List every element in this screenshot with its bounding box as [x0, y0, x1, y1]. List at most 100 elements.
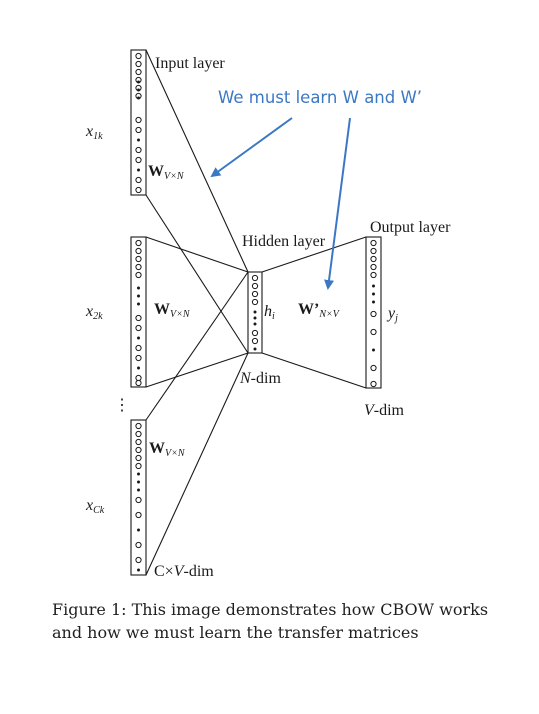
- neuron-node: [370, 310, 377, 318]
- neuron-node: [135, 344, 142, 352]
- neuron-node: [135, 52, 142, 60]
- weight-label-2: WV×N: [154, 301, 191, 320]
- cv-dim-label: C×V-dim: [154, 563, 214, 580]
- input1-to-hidden-bottom: [145, 194, 249, 354]
- neuron-node: [135, 146, 142, 154]
- ellipsis-dot: [137, 336, 140, 340]
- neuron-node: [135, 438, 142, 446]
- ellipsis-dot: [137, 472, 140, 476]
- ellipsis-dot: [137, 96, 140, 100]
- input-layer-box-3: [130, 419, 147, 576]
- neuron-node: [370, 328, 377, 336]
- neuron-node: [135, 462, 142, 470]
- neuron-node: [135, 314, 142, 322]
- neuron-node: [135, 255, 142, 263]
- neuron-node: [135, 324, 142, 332]
- annotation-arrow-to-w-prime: [324, 117, 351, 290]
- ellipsis-dot: [137, 568, 140, 572]
- neuron-node: [135, 374, 142, 382]
- output-weight-label: W’N×V: [298, 301, 341, 320]
- weight-label-3: WV×N: [149, 440, 186, 459]
- hidden-var: hi: [264, 303, 275, 322]
- input2-to-hidden-top: [145, 236, 249, 273]
- neuron-node: [135, 176, 142, 184]
- output-layer-box: [365, 236, 382, 389]
- output-var: yj: [386, 305, 398, 324]
- hidden-layer-box: [247, 271, 263, 354]
- input-var-3: xCk: [85, 497, 105, 516]
- ellipsis-dot: [253, 310, 257, 314]
- ellipsis-dot: [372, 348, 375, 352]
- neuron-node: [135, 126, 142, 134]
- ellipsis-dot: [137, 294, 140, 298]
- neuron-node: [135, 60, 142, 68]
- input3-to-hidden-bottom: [145, 352, 249, 576]
- neuron-node: [135, 454, 142, 462]
- neuron-node: [370, 364, 377, 372]
- ellipsis-dot: [137, 488, 140, 492]
- ellipsis-dot: [137, 366, 140, 370]
- input-layer-box-1: [130, 49, 147, 196]
- neuron-node: [251, 337, 259, 345]
- hidden-layer-label: Hidden layer: [242, 233, 326, 250]
- neuron-node: [135, 116, 142, 124]
- neuron-node: [135, 354, 142, 362]
- ellipsis-dot: [253, 316, 257, 320]
- figure-caption: Figure 1: This image demonstrates how CB…: [52, 600, 489, 642]
- input2-to-hidden-bottom: [145, 352, 249, 388]
- ellipsis-dot: [137, 302, 140, 306]
- neuron-node: [251, 290, 259, 298]
- neuron-node: [370, 271, 377, 279]
- input-ellipsis: ⋮: [114, 397, 130, 414]
- annotation-arrow-to-w: [210, 117, 293, 178]
- input-var-2: x2k: [85, 303, 103, 322]
- ellipsis-dot: [372, 292, 375, 296]
- ellipsis-dot: [137, 138, 140, 142]
- neuron-node: [135, 496, 142, 504]
- neuron-node: [370, 263, 377, 271]
- neuron-node: [251, 282, 259, 290]
- neuron-node: [370, 239, 377, 247]
- input-layer-box-2: [130, 236, 147, 388]
- neuron-node: [370, 247, 377, 255]
- ellipsis-dot: [253, 347, 257, 351]
- ellipsis-dot: [137, 528, 140, 532]
- input1-to-hidden-top: [145, 49, 249, 273]
- input3-to-hidden-top: [145, 271, 249, 421]
- neuron-node: [251, 274, 259, 282]
- neuron-node: [135, 541, 142, 549]
- ellipsis-dot: [137, 168, 140, 172]
- neuron-node: [135, 263, 142, 271]
- ellipsis-dot: [137, 80, 140, 84]
- neuron-node: [135, 186, 142, 194]
- n-dim-label: N-dim: [239, 370, 281, 387]
- hidden-to-output-top: [261, 236, 367, 273]
- connection-lines: [145, 49, 367, 576]
- ellipsis-dot: [253, 322, 257, 326]
- hidden-to-output-bottom: [261, 352, 367, 389]
- neuron-node: [135, 68, 142, 76]
- neuron-node: [135, 446, 142, 454]
- neuron-node: [135, 239, 142, 247]
- weight-label-1: WV×N: [148, 163, 185, 182]
- neuron-node: [135, 511, 142, 519]
- v-dim-label: V-dim: [364, 402, 405, 419]
- neuron-node: [135, 430, 142, 438]
- neuron-node: [135, 379, 142, 387]
- ellipsis-dot: [137, 480, 140, 484]
- ellipsis-dot: [372, 300, 375, 304]
- input-layer-label: Input layer: [155, 55, 225, 72]
- neuron-node: [135, 271, 142, 279]
- input-var-1: x1k: [85, 123, 103, 142]
- neuron-node: [370, 380, 377, 388]
- neuron-node: [370, 255, 377, 263]
- ellipsis-dot: [137, 88, 140, 92]
- ellipsis-dot: [137, 286, 140, 290]
- neuron-node: [135, 556, 142, 564]
- neuron-node: [135, 156, 142, 164]
- neuron-node: [251, 298, 259, 306]
- ellipsis-dot: [372, 284, 375, 288]
- output-layer-label: Output layer: [370, 219, 451, 236]
- neuron-node: [135, 247, 142, 255]
- neuron-node: [251, 329, 259, 337]
